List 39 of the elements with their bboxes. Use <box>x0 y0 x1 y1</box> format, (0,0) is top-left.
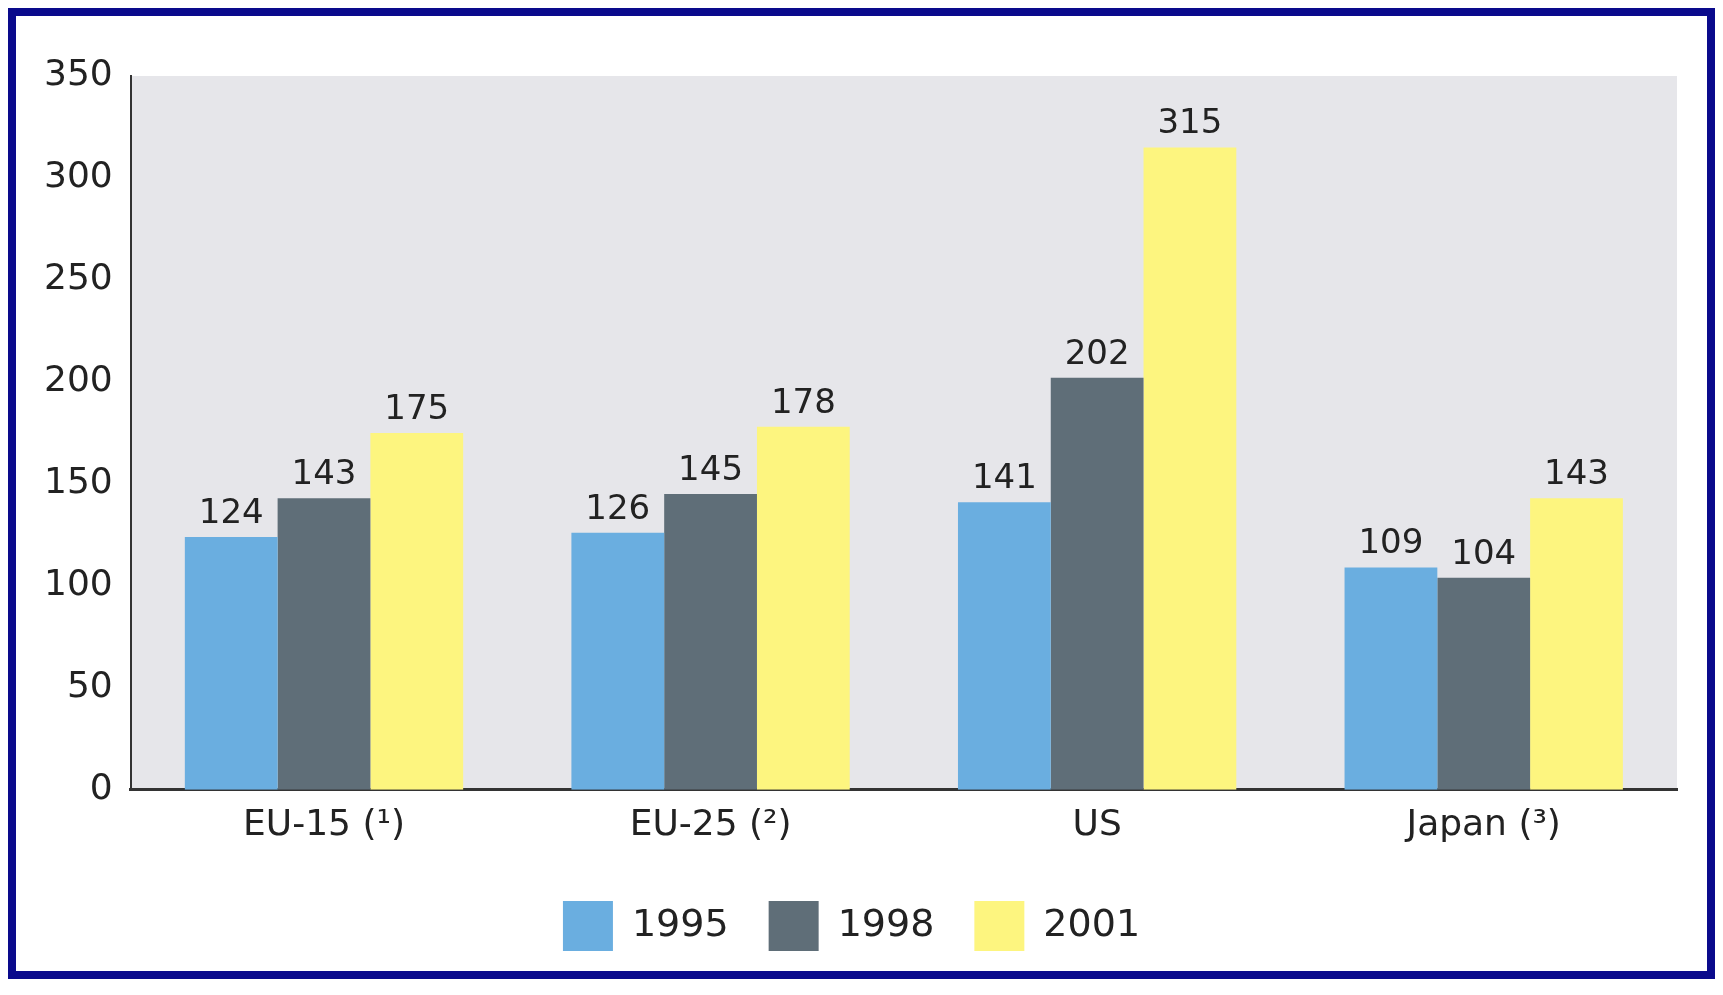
data-label: 143 <box>291 451 357 492</box>
data-label: 141 <box>971 456 1037 497</box>
data-label: 178 <box>770 380 836 421</box>
y-tick-label: 150 <box>43 460 113 502</box>
data-label: 315 <box>1157 101 1223 142</box>
y-tick-label: 300 <box>43 154 113 196</box>
y-tick-label: 350 <box>43 52 113 94</box>
bar <box>664 494 757 790</box>
data-label: 126 <box>585 486 651 527</box>
data-label: 104 <box>1451 531 1517 572</box>
bar <box>1437 577 1531 790</box>
data-label: 109 <box>1358 521 1424 562</box>
y-tick-label: 250 <box>43 256 113 298</box>
data-label: 124 <box>198 490 264 531</box>
bar <box>1050 377 1144 790</box>
bar <box>370 432 464 790</box>
legend-label: 2001 <box>1043 900 1141 945</box>
data-label: 143 <box>1544 451 1609 492</box>
bar <box>1143 147 1237 790</box>
y-tick-label: 0 <box>89 766 113 808</box>
bar <box>756 426 850 790</box>
x-tick-label: EU-25 (²) <box>629 801 792 843</box>
x-tick-label: EU-15 (¹) <box>243 801 405 843</box>
x-tick-label: Japan (³) <box>1404 801 1561 843</box>
data-label: 202 <box>1064 331 1130 372</box>
data-label: 175 <box>384 386 450 427</box>
y-tick-label: 50 <box>66 664 113 706</box>
bar <box>957 502 1051 790</box>
y-tick-label: 100 <box>43 562 113 604</box>
data-label: 145 <box>678 447 744 488</box>
bar <box>1344 567 1438 790</box>
bar <box>277 498 371 790</box>
bar <box>571 532 665 790</box>
legend-label: 1995 <box>631 900 729 945</box>
legend-label: 1998 <box>837 900 935 945</box>
x-tick-label: US <box>1072 801 1122 843</box>
bar <box>184 536 278 790</box>
y-tick-label: 200 <box>43 358 113 400</box>
bar <box>1530 498 1623 790</box>
